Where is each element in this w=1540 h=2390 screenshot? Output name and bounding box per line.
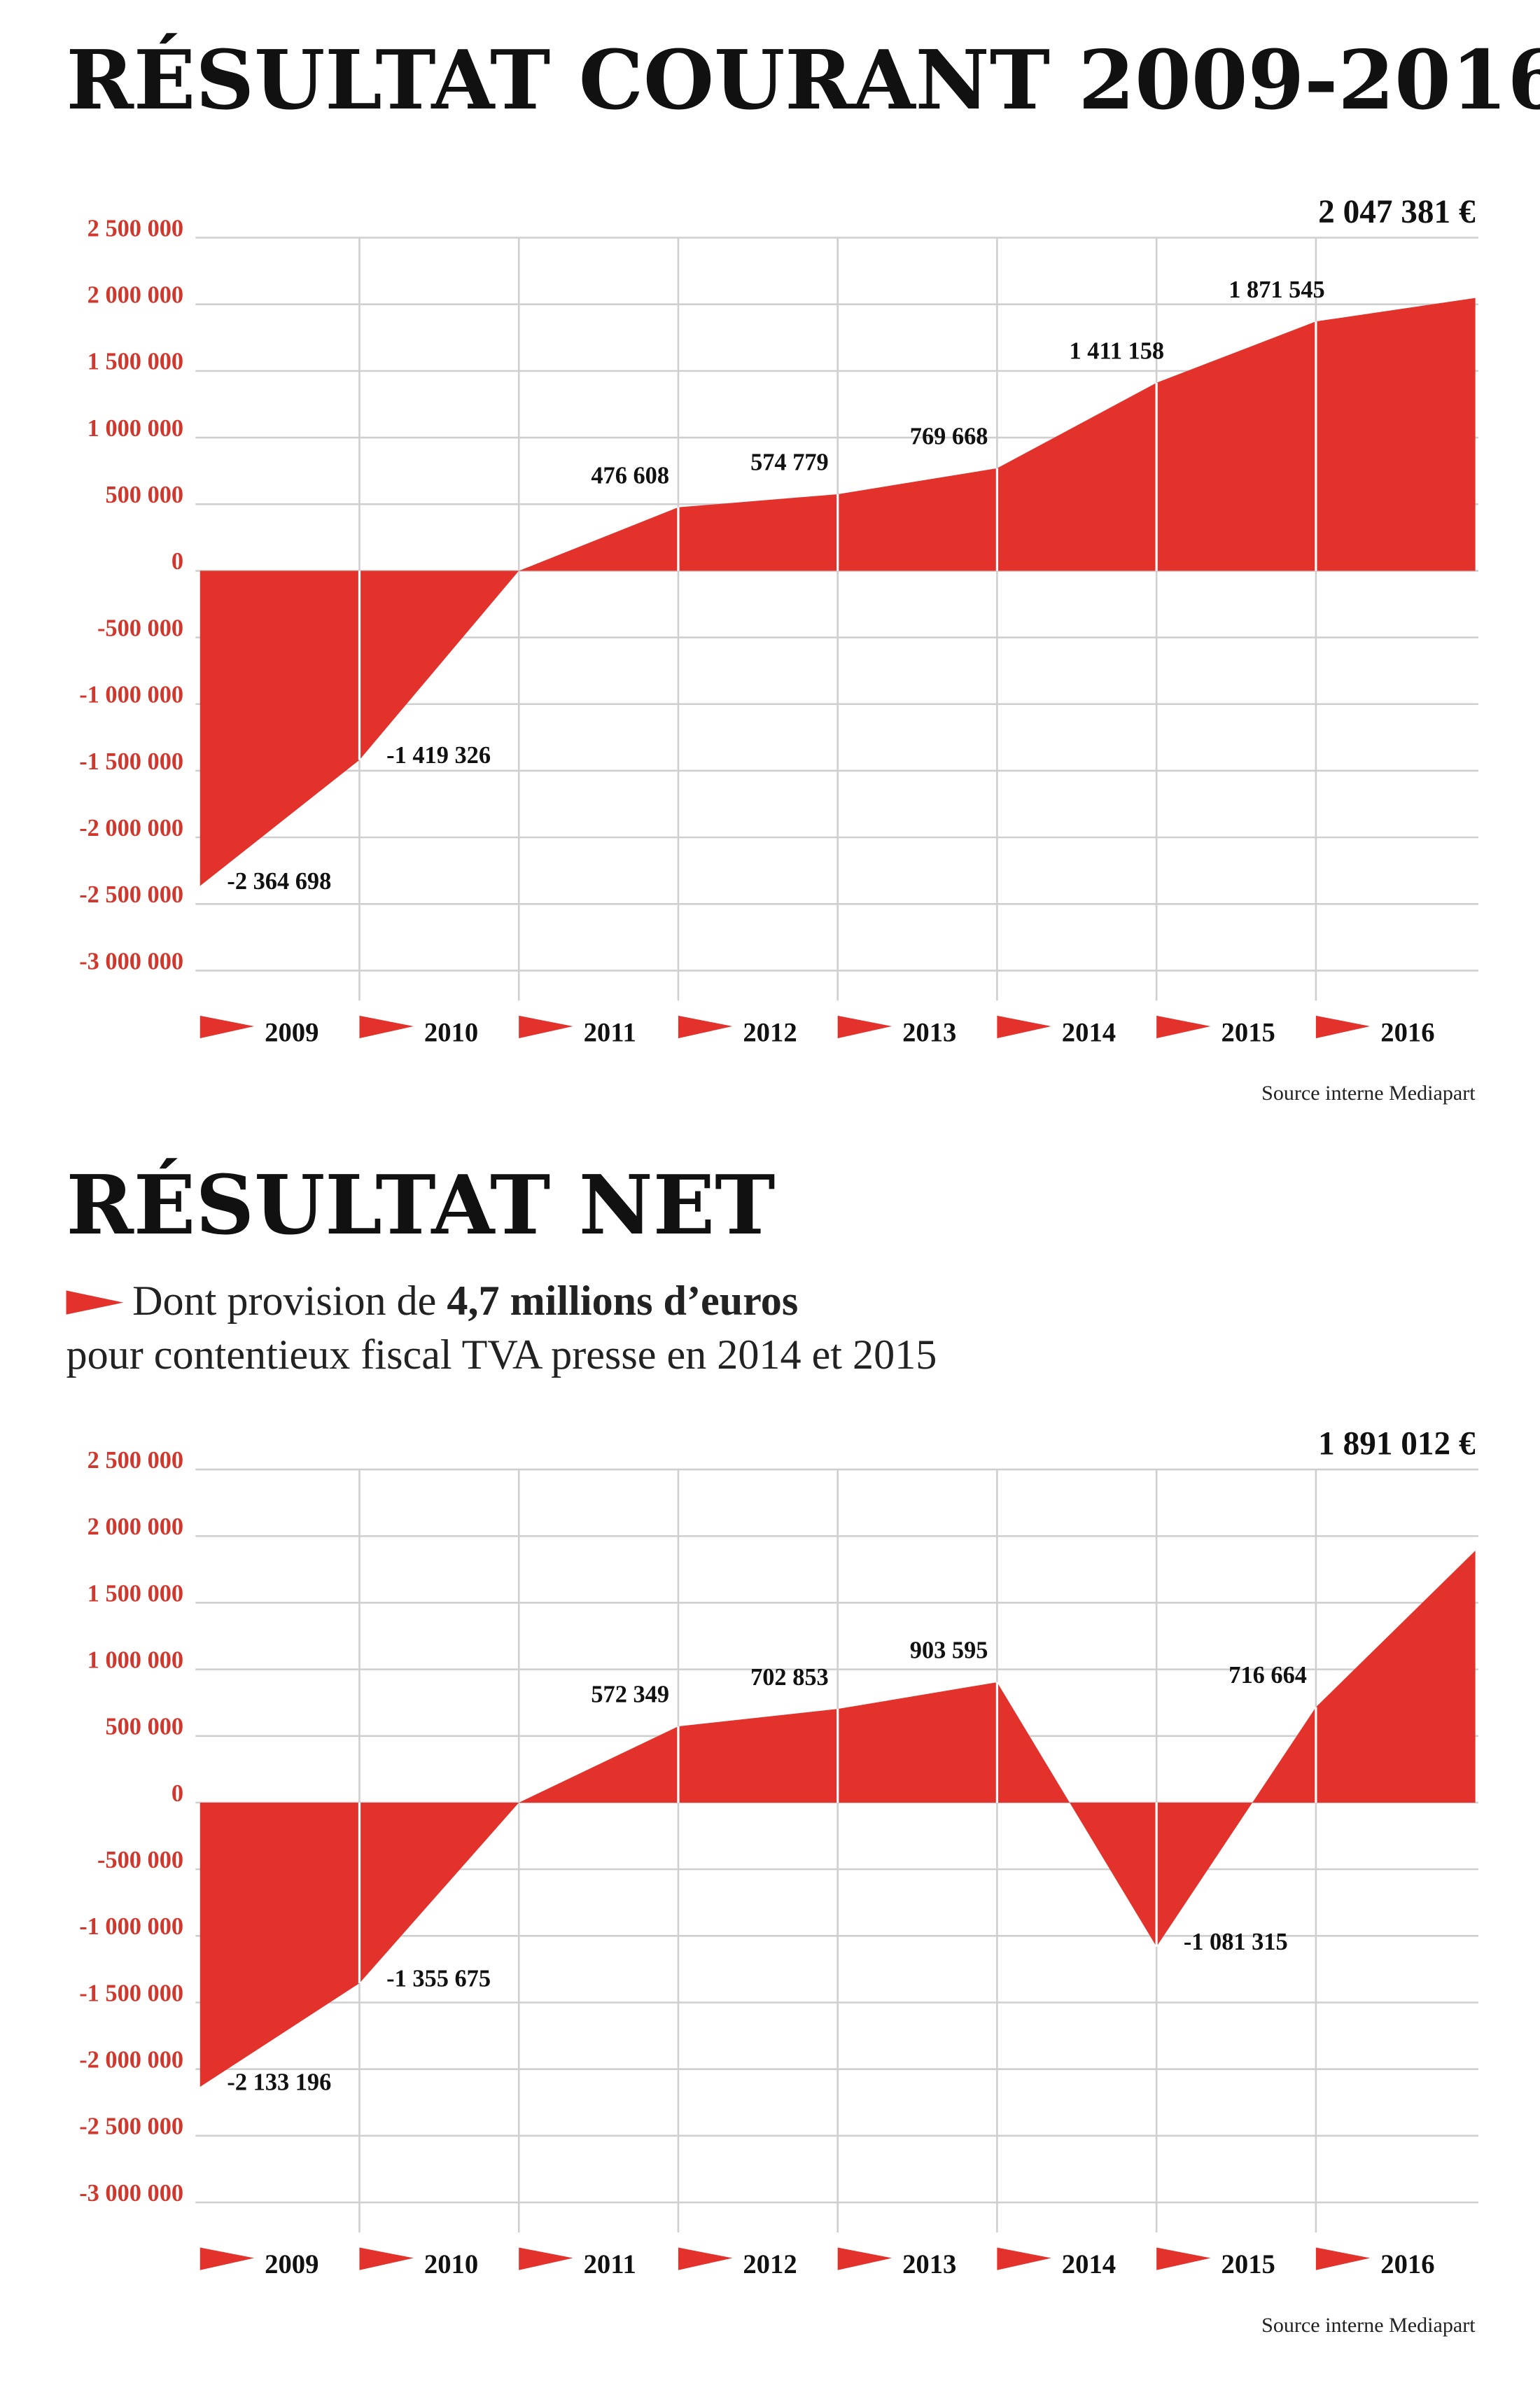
x-tick-label: 2014 xyxy=(1062,1018,1116,1047)
x-tick-label: 2015 xyxy=(1222,2250,1275,2279)
y-tick-label: 2 500 000 xyxy=(88,215,183,242)
y-tick-label: 0 xyxy=(172,1780,183,1807)
y-tick-label: -2 500 000 xyxy=(79,2113,183,2140)
flag-icon xyxy=(1315,1015,1371,1039)
y-tick-label: -2 000 000 xyxy=(79,2047,183,2074)
flag-icon xyxy=(359,2247,414,2270)
flag-icon xyxy=(519,2247,573,2270)
chart-title-net: RÉSULTAT NET xyxy=(66,1158,776,1253)
total-label: 2 047 381 € xyxy=(1318,194,1476,230)
y-tick-label: 1 500 000 xyxy=(88,1580,183,1607)
x-tick-label: 2011 xyxy=(584,2250,636,2279)
chart-resultat-net: 2 500 000 2 000 000 1 500 000 1 000 000 500 … xyxy=(79,1426,1478,2337)
data-label: 702 853 xyxy=(750,1664,829,1691)
y-tick-label: 1 000 000 xyxy=(88,1647,183,1673)
chart-title-courant: RÉSULTAT COURANT 2009-2016 xyxy=(66,33,1540,128)
y-tick-label: 2 000 000 xyxy=(88,1514,183,1540)
x-tick-label: 2010 xyxy=(424,2250,478,2279)
data-label: -1 355 675 xyxy=(386,1965,491,1992)
y-tick-label: 0 xyxy=(172,548,183,575)
data-label: 574 779 xyxy=(750,449,829,476)
source-note: Source interne Mediapart xyxy=(1261,2313,1476,2337)
y-tick-label: -1 500 000 xyxy=(79,1980,183,2006)
flag-icon xyxy=(519,1015,573,1039)
area-series xyxy=(200,1551,1476,2088)
data-label: 903 595 xyxy=(910,1637,988,1664)
x-tick-label: 2014 xyxy=(1062,2250,1116,2279)
total-label: 1 891 012 € xyxy=(1318,1426,1476,1462)
y-tick-label: -3 000 000 xyxy=(79,2180,183,2207)
x-tick-label: 2016 xyxy=(1380,2250,1434,2279)
flag-icon xyxy=(200,1015,255,1039)
y-tick-label: 500 000 xyxy=(105,1714,183,1740)
data-label: -1 419 326 xyxy=(386,742,491,769)
flag-bullet-icon xyxy=(66,1290,124,1315)
flag-icon xyxy=(1156,2247,1211,2270)
data-label: -2 364 698 xyxy=(227,868,331,895)
x-tick-label: 2011 xyxy=(584,1018,636,1047)
y-tick-label: -1 000 000 xyxy=(79,1913,183,1940)
flag-icon xyxy=(1156,1015,1211,1039)
y-tick-label: 2 000 000 xyxy=(88,282,183,309)
y-tick-label: 1 000 000 xyxy=(88,415,183,442)
y-tick-label: -1 000 000 xyxy=(79,682,183,708)
chart-subtitle-line2: pour contentieux fiscal TVA presse en 20… xyxy=(66,1332,937,1378)
y-tick-label: 1 500 000 xyxy=(88,349,183,375)
flag-icon xyxy=(997,1015,1051,1039)
y-tick-label: -1 500 000 xyxy=(79,748,183,775)
y-tick-label: -500 000 xyxy=(97,615,183,641)
flag-icon xyxy=(837,2247,892,2270)
x-tick-label: 2013 xyxy=(902,1018,956,1047)
data-label: -1 081 315 xyxy=(1184,1929,1288,1955)
flag-icon xyxy=(837,1015,892,1039)
chart-subtitle-line1: Dont provision de 4,7 millions d’euros xyxy=(132,1278,798,1325)
x-tick-label: 2012 xyxy=(743,2250,797,2279)
chart-resultat-courant: 2 500 000 2 000 000 1 500 000 1 000 000 500 … xyxy=(79,194,1478,1105)
flag-icon xyxy=(997,2247,1051,2270)
x-tick-label: 2016 xyxy=(1380,1018,1434,1047)
y-tick-label: -2 500 000 xyxy=(79,881,183,908)
x-tick-label: 2012 xyxy=(743,1018,797,1047)
y-tick-label: 500 000 xyxy=(105,482,183,508)
y-tick-label: -3 000 000 xyxy=(79,948,183,974)
flag-icon xyxy=(1315,2247,1371,2270)
y-tick-label: -500 000 xyxy=(97,1847,183,1873)
x-tick-label: 2009 xyxy=(265,2250,318,2279)
x-tick-label: 2015 xyxy=(1222,1018,1275,1047)
data-label: -2 133 196 xyxy=(227,2069,331,2095)
x-tick-label: 2009 xyxy=(265,1018,318,1047)
flag-icon xyxy=(200,2247,255,2270)
data-label: 1 871 545 xyxy=(1228,277,1324,303)
data-label: 769 668 xyxy=(910,424,988,450)
flag-icon xyxy=(678,1015,733,1039)
source-note: Source interne Mediapart xyxy=(1261,1081,1476,1105)
flag-icon xyxy=(678,2247,733,2270)
data-label: 572 349 xyxy=(591,1682,669,1708)
data-label: 1 411 158 xyxy=(1070,337,1165,364)
data-label: 476 608 xyxy=(591,462,669,489)
x-tick-label: 2010 xyxy=(424,1018,478,1047)
data-label: 716 664 xyxy=(1228,1662,1307,1689)
y-tick-label: -2 000 000 xyxy=(79,815,183,841)
flag-icon xyxy=(359,1015,414,1039)
x-tick-label: 2013 xyxy=(902,2250,956,2279)
y-tick-label: 2 500 000 xyxy=(88,1447,183,1474)
